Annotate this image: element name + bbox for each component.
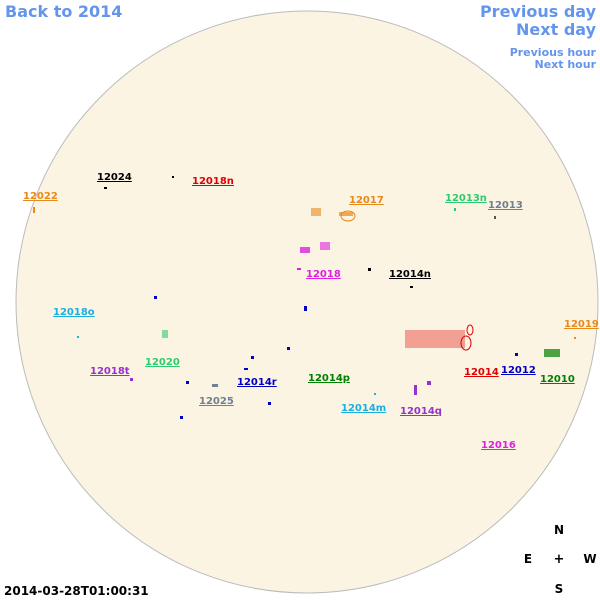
sunspots: [33, 176, 576, 419]
region-label[interactable]: 12019: [564, 319, 599, 330]
region-label[interactable]: 12022: [23, 191, 58, 202]
compass-south: S: [555, 582, 564, 596]
region-label[interactable]: 12018o: [53, 307, 95, 318]
region-label[interactable]: 12014r: [237, 377, 277, 388]
region-label[interactable]: 12013: [488, 200, 523, 211]
compass-east: E: [524, 552, 532, 566]
region-label[interactable]: 12020: [145, 357, 180, 368]
compass-west: W: [583, 552, 596, 566]
timestamp: 2014-03-28T01:00:31: [4, 584, 149, 598]
region-label[interactable]: 12018t: [90, 366, 130, 377]
region-label[interactable]: 12018: [306, 269, 341, 280]
region-label[interactable]: 12014: [464, 367, 499, 378]
region-label[interactable]: 12025: [199, 396, 234, 407]
back-link[interactable]: Back to 2014: [5, 2, 122, 21]
previous-hour-link[interactable]: Previous hour: [510, 46, 597, 59]
region-label[interactable]: 12012: [501, 365, 536, 376]
region-label[interactable]: 12018n: [192, 176, 234, 187]
compass-north: N: [554, 523, 564, 537]
solar-disk: [15, 10, 599, 594]
region-label[interactable]: 12014m: [341, 403, 386, 414]
next-day-link[interactable]: Next day: [516, 20, 597, 39]
region-label[interactable]: 12016: [481, 440, 516, 451]
compass-center: +: [554, 552, 565, 567]
region-label[interactable]: 12014q: [400, 406, 442, 417]
region-label[interactable]: 12014n: [389, 269, 431, 280]
next-hour-link[interactable]: Next hour: [535, 58, 597, 71]
previous-day-link[interactable]: Previous day: [480, 2, 597, 21]
region-label[interactable]: 12014p: [308, 373, 350, 384]
region-label[interactable]: 12017: [349, 195, 384, 206]
region-label[interactable]: 12024: [97, 172, 132, 183]
region-label[interactable]: 12010: [540, 374, 575, 385]
region-label[interactable]: 12013n: [445, 193, 487, 204]
